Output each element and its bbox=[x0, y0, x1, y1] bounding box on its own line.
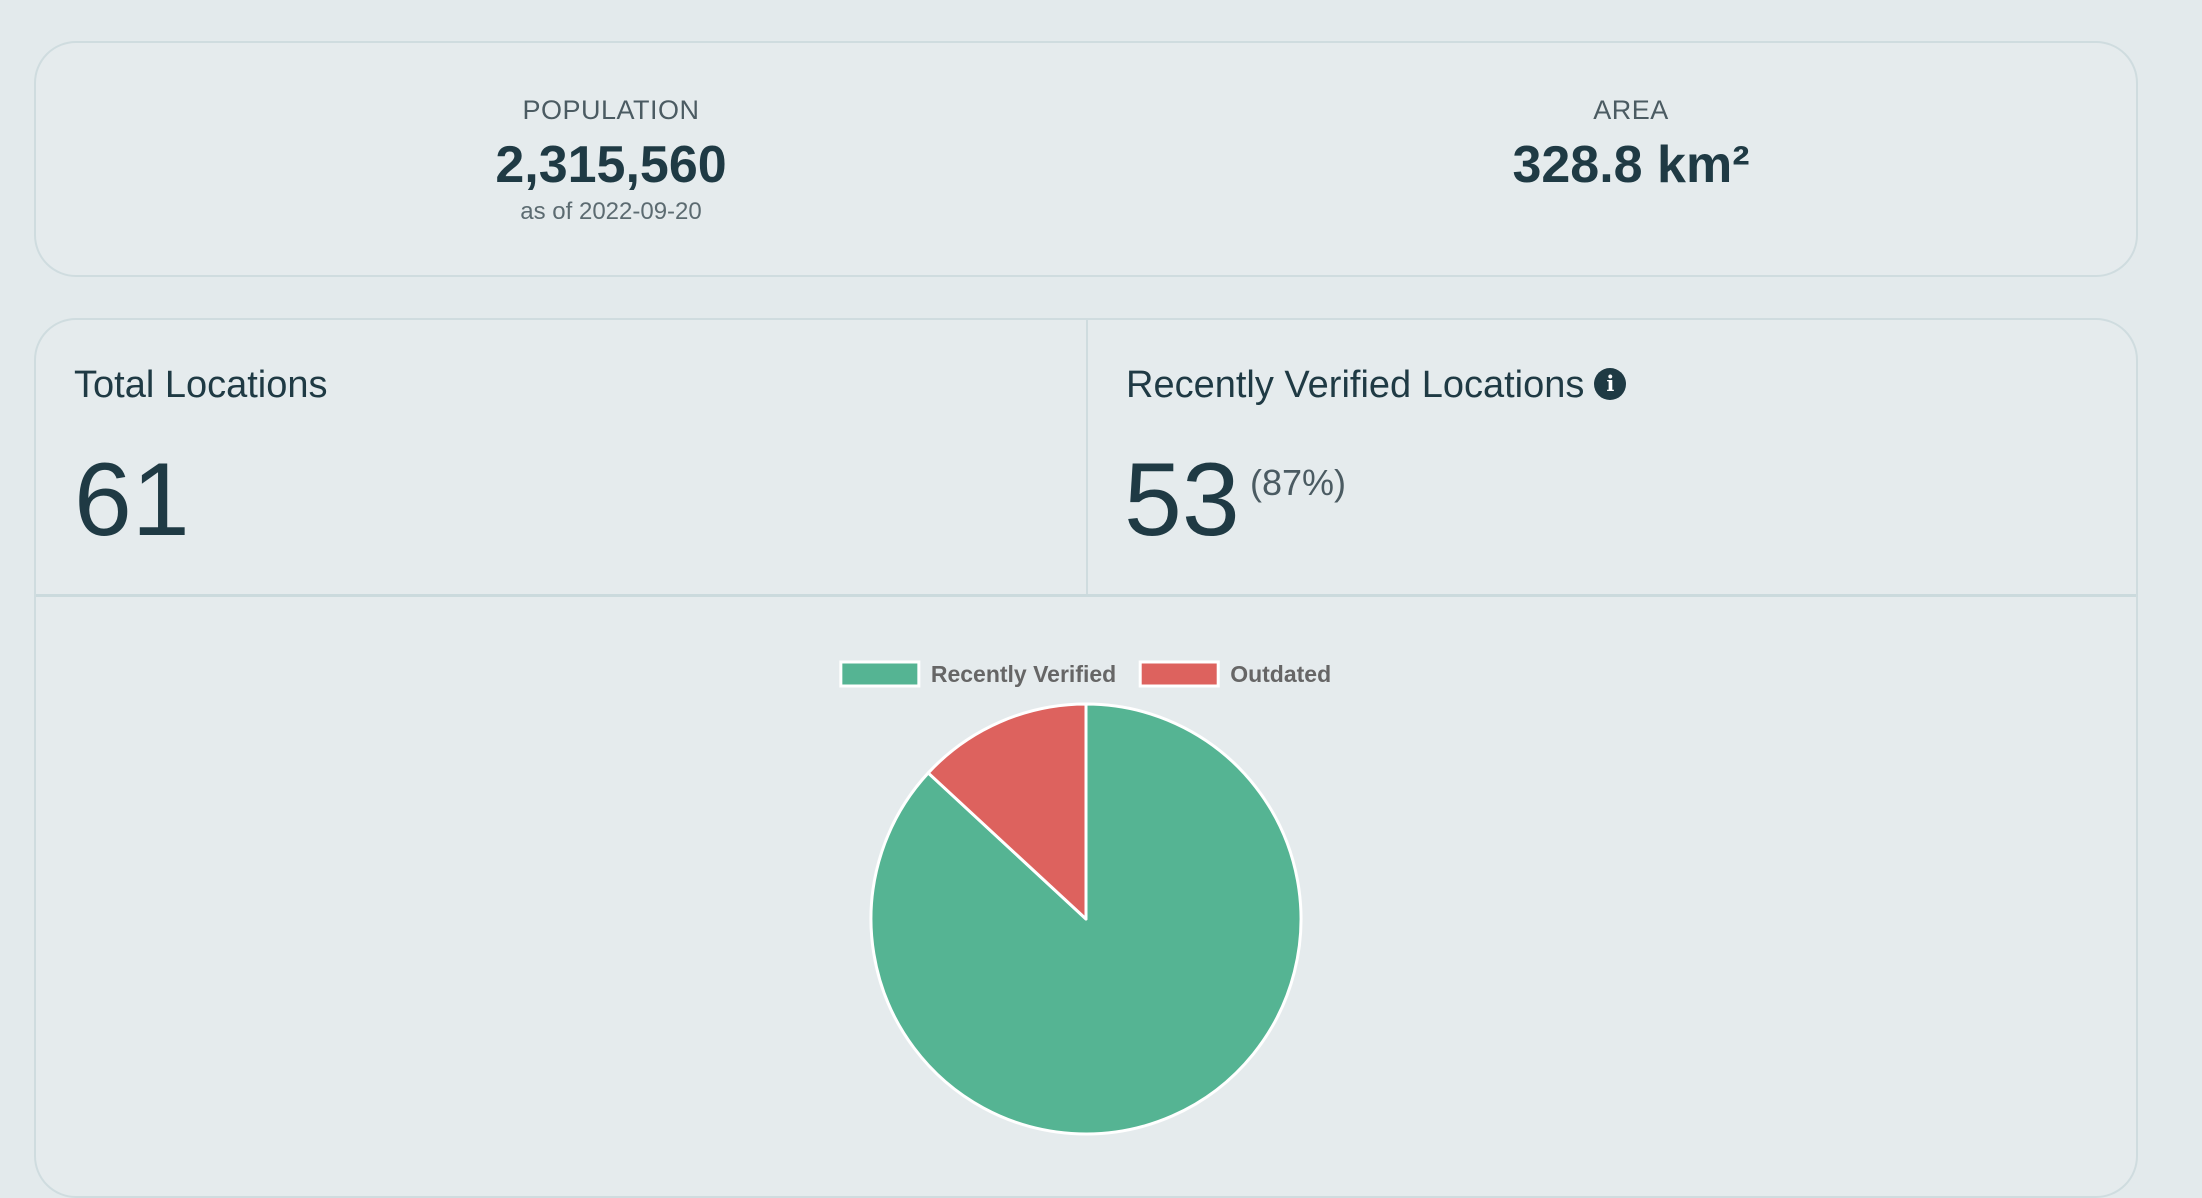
total-locations-value: 61 bbox=[74, 442, 190, 558]
verified-locations-title: Recently Verified Locations i bbox=[1126, 364, 1627, 407]
info-icon[interactable]: i bbox=[1594, 367, 1627, 400]
legend-label: Outdated bbox=[1230, 661, 1331, 687]
pie-slice-outdated[interactable] bbox=[926, 702, 1088, 921]
verified-locations-percent: (87%) bbox=[1250, 462, 1347, 503]
verified-locations-value: 53 bbox=[1124, 442, 1240, 558]
legend-item-recently-verified[interactable]: Recently Verified bbox=[839, 660, 1116, 688]
population-date: as of 2022-09-20 bbox=[520, 198, 702, 225]
legend-item-outdated[interactable]: Outdated bbox=[1138, 660, 1331, 688]
area-value: 328.8 km² bbox=[1512, 136, 1750, 194]
population-label: POPULATION bbox=[522, 95, 700, 125]
locations-card: Total Locations 61 Recently Verified Loc… bbox=[34, 318, 2138, 1198]
summary-stats-card: POPULATION 2,315,560 as of 2022-09-20 AR… bbox=[34, 41, 2138, 277]
column-divider bbox=[1086, 320, 1088, 594]
population-value: 2,315,560 bbox=[495, 136, 727, 194]
row-divider bbox=[36, 594, 2136, 597]
legend-label: Recently Verified bbox=[931, 661, 1116, 687]
total-locations-title-text: Total Locations bbox=[74, 364, 328, 406]
total-locations-title: Total Locations bbox=[74, 364, 328, 407]
area-label: AREA bbox=[1593, 95, 1669, 125]
verification-chart: Recently Verified Outdated bbox=[36, 597, 2136, 1196]
verification-pie-chart: Recently Verified Outdated bbox=[839, 660, 1331, 1136]
verified-locations-title-text: Recently Verified Locations bbox=[1126, 364, 1585, 406]
legend-swatch bbox=[839, 660, 921, 688]
legend-swatch bbox=[1138, 660, 1220, 688]
